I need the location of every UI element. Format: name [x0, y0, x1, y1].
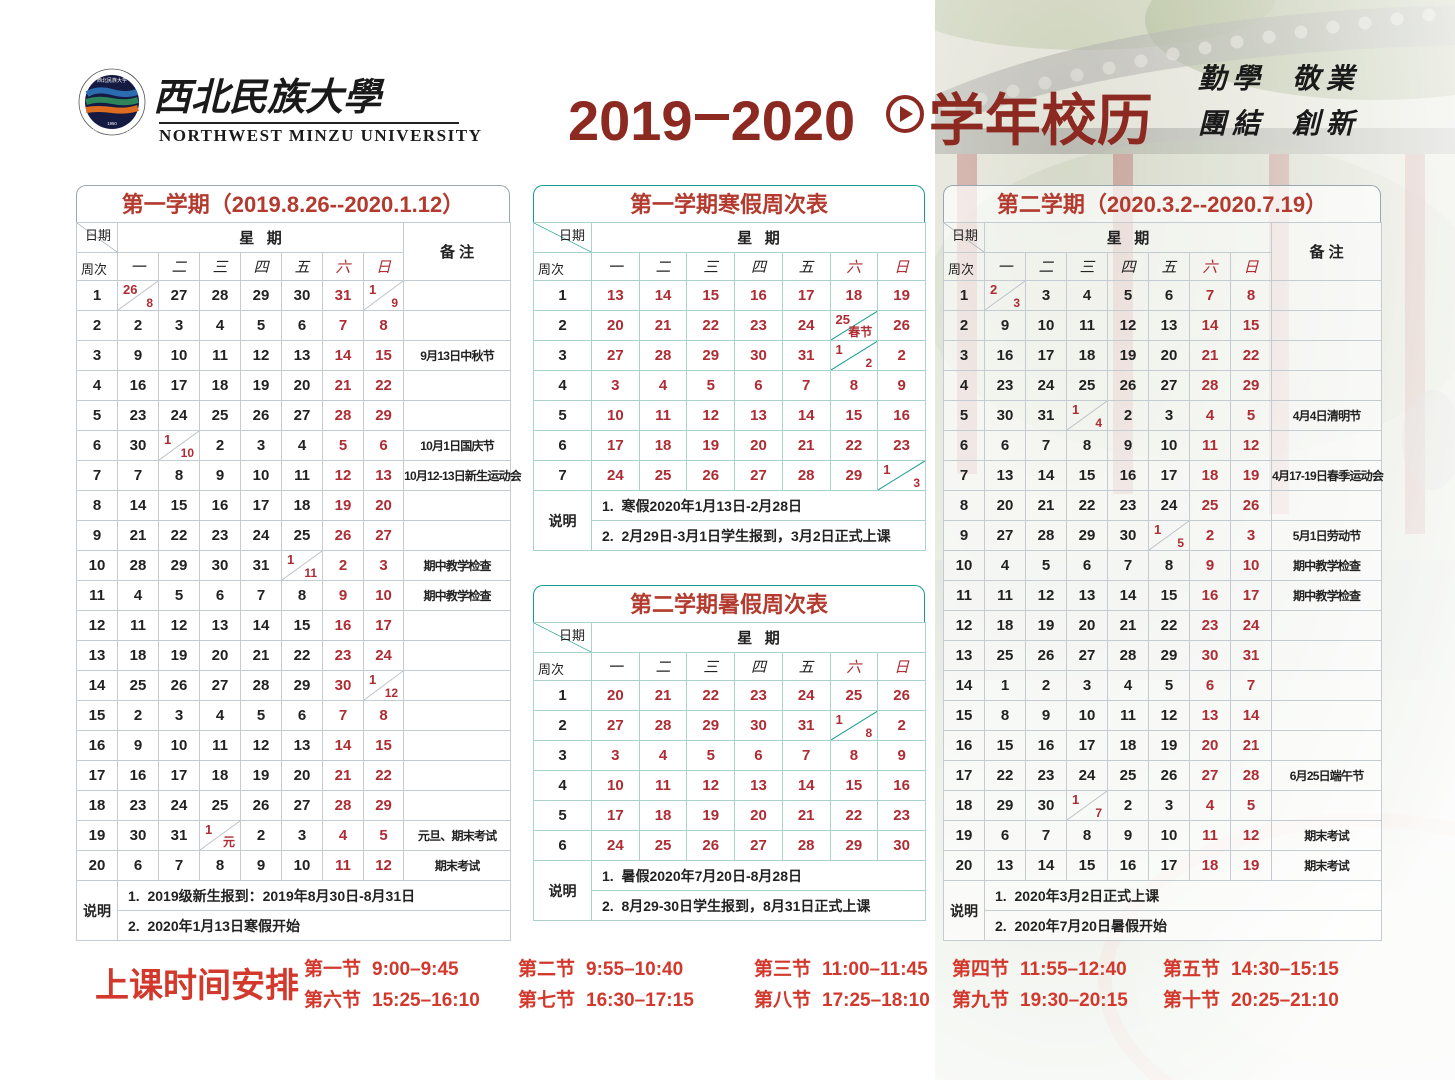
svg-text:1950: 1950 [107, 121, 117, 126]
svg-text:西北民族大学: 西北民族大学 [97, 77, 127, 84]
svg-text:NORTHWEST MINZU UNIVERSITY: NORTHWEST MINZU UNIVERSITY [85, 129, 139, 133]
